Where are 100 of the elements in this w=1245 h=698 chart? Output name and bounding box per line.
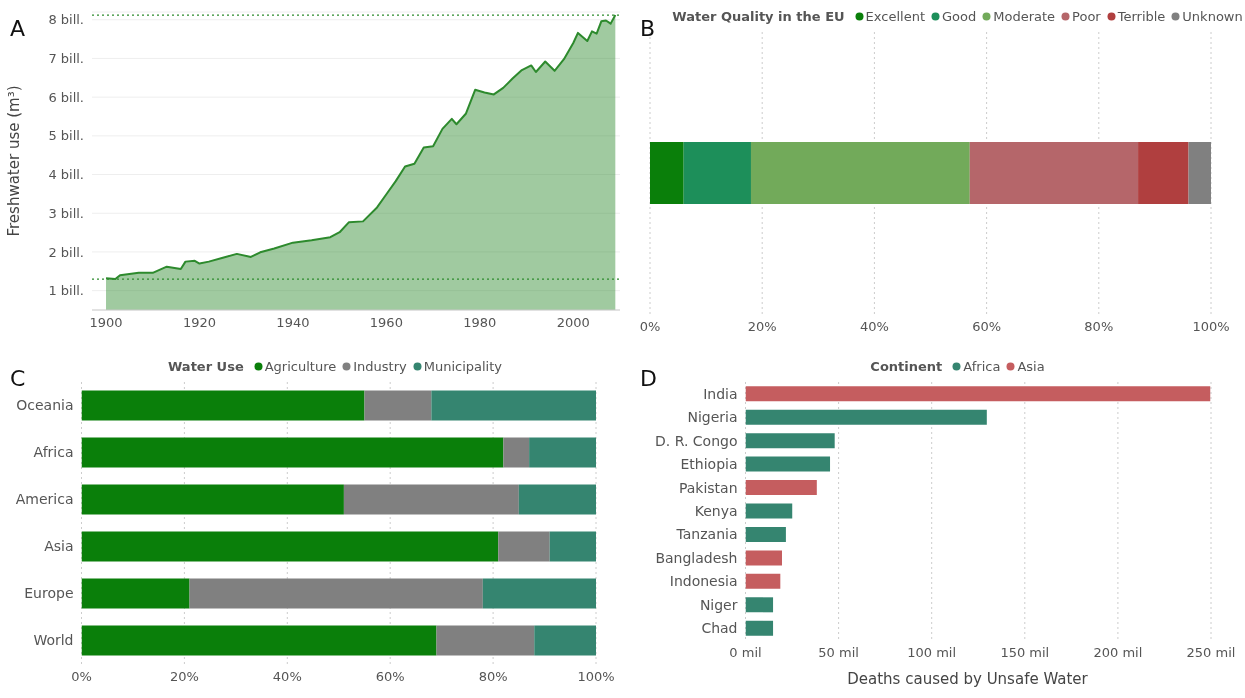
bar bbox=[745, 480, 817, 496]
x-tick-label: 100 mil bbox=[907, 645, 957, 661]
bar bbox=[503, 437, 530, 468]
bar bbox=[745, 597, 774, 613]
x-tick-label: 40% bbox=[272, 669, 302, 685]
x-tick-label: 0% bbox=[639, 319, 661, 335]
bar bbox=[498, 531, 550, 562]
y-tick-label: Asia bbox=[44, 538, 74, 555]
y-tick-label: 8 bill. bbox=[48, 12, 84, 28]
bar bbox=[431, 390, 596, 421]
bar bbox=[81, 390, 365, 421]
x-tick-label: 100% bbox=[577, 669, 615, 685]
y-tick-label: Indonesia bbox=[669, 573, 738, 590]
bar bbox=[343, 484, 519, 515]
y-tick-label: 2 bill. bbox=[48, 244, 84, 260]
bar bbox=[81, 531, 499, 562]
text: C bbox=[10, 366, 26, 391]
legend-label: Terrible bbox=[1117, 8, 1166, 24]
y-axis-title: Freshwater use (m³) bbox=[5, 85, 24, 237]
x-tick-label: 50 mil bbox=[818, 645, 859, 661]
legend-title: Water Quality in the EU bbox=[672, 8, 845, 24]
legend-label: Unknown bbox=[1182, 8, 1243, 24]
x-tick-label: 60% bbox=[375, 669, 405, 685]
legend-title: Continent bbox=[870, 358, 943, 374]
y-tick-label: World bbox=[33, 632, 74, 649]
x-tick-label: 1980 bbox=[463, 315, 497, 331]
y-tick-label: Europe bbox=[24, 585, 74, 602]
legend-label: Poor bbox=[1072, 8, 1101, 24]
legend-title: Water Use bbox=[167, 358, 244, 374]
bar bbox=[81, 484, 344, 515]
bar bbox=[745, 526, 786, 542]
x-axis-title: Deaths caused by Unsafe Water bbox=[846, 670, 1089, 690]
x-tick-label: 0 mil bbox=[729, 645, 762, 661]
bar bbox=[745, 503, 793, 519]
legend-label: Moderate bbox=[993, 8, 1056, 24]
x-tick-label: 150 mil bbox=[1000, 645, 1050, 661]
x-tick-label: 1920 bbox=[182, 315, 217, 331]
bar bbox=[81, 625, 437, 656]
y-tick-label: Niger bbox=[699, 596, 738, 613]
y-tick-label: 1 bill. bbox=[48, 283, 84, 299]
y-tick-label: Nigeria bbox=[687, 409, 738, 426]
bar bbox=[518, 484, 596, 515]
bar bbox=[745, 550, 782, 566]
bar bbox=[364, 390, 432, 421]
legend-label: Good bbox=[941, 8, 977, 24]
y-tick-label: Tanzania bbox=[675, 526, 738, 543]
y-tick-label: India bbox=[703, 385, 738, 402]
bar bbox=[1188, 141, 1211, 204]
y-tick-label: 6 bill. bbox=[48, 89, 84, 105]
bar bbox=[436, 625, 535, 656]
x-tick-label: 250 mil bbox=[1186, 645, 1236, 661]
y-tick-label: Chad bbox=[701, 620, 738, 637]
x-tick-label: 80% bbox=[1084, 319, 1114, 335]
x-tick-label: 60% bbox=[972, 319, 1002, 335]
bar bbox=[745, 456, 831, 472]
y-tick-label: Bangladesh bbox=[655, 549, 738, 566]
y-tick-label: Oceania bbox=[16, 397, 74, 414]
y-tick-label: 3 bill. bbox=[48, 205, 84, 221]
x-tick-label: 1940 bbox=[276, 315, 310, 331]
legend-label: Africa bbox=[963, 358, 1001, 374]
bar bbox=[969, 141, 1139, 204]
bar bbox=[745, 409, 987, 425]
bar bbox=[745, 573, 781, 589]
x-tick-label: 200 mil bbox=[1093, 645, 1143, 661]
y-tick-label: D. R. Congo bbox=[655, 432, 738, 449]
bar bbox=[745, 433, 835, 449]
text: D bbox=[640, 366, 657, 391]
bar bbox=[529, 437, 596, 468]
legend-label: Municipality bbox=[423, 358, 503, 374]
legend-label: Industry bbox=[353, 358, 407, 374]
y-tick-label: Kenya bbox=[694, 502, 738, 519]
x-tick-label: 100% bbox=[1192, 319, 1230, 335]
bar bbox=[745, 620, 774, 636]
x-tick-label: 1900 bbox=[89, 315, 123, 331]
x-tick-label: 20% bbox=[169, 669, 199, 685]
legend-label: Asia bbox=[1017, 358, 1045, 374]
y-tick-label: 4 bill. bbox=[48, 167, 84, 183]
x-tick-label: 20% bbox=[747, 319, 777, 335]
bar bbox=[189, 578, 483, 609]
legend-label: Agriculture bbox=[264, 358, 337, 374]
bar bbox=[534, 625, 596, 656]
legend-label: Excellent bbox=[865, 8, 925, 24]
y-tick-label: America bbox=[15, 491, 74, 508]
bar bbox=[683, 141, 751, 204]
x-tick-label: 1960 bbox=[369, 315, 403, 331]
y-tick-label: Africa bbox=[33, 444, 74, 461]
bar bbox=[750, 141, 970, 204]
x-tick-label: 0% bbox=[71, 669, 92, 685]
y-tick-label: Ethiopia bbox=[680, 456, 738, 473]
x-tick-label: 2000 bbox=[556, 315, 590, 331]
bar bbox=[1138, 141, 1189, 204]
y-tick-label: Pakistan bbox=[678, 479, 738, 496]
bar bbox=[81, 578, 190, 609]
x-tick-label: 80% bbox=[478, 669, 508, 685]
bar bbox=[81, 437, 504, 468]
x-tick-label: 40% bbox=[859, 319, 889, 335]
bar bbox=[482, 578, 596, 609]
bar bbox=[745, 386, 1211, 402]
y-tick-label: 5 bill. bbox=[48, 128, 84, 144]
annotation: B bbox=[640, 16, 656, 41]
